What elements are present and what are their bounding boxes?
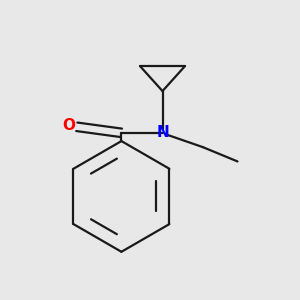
Text: N: N — [156, 125, 169, 140]
Text: O: O — [62, 118, 75, 133]
